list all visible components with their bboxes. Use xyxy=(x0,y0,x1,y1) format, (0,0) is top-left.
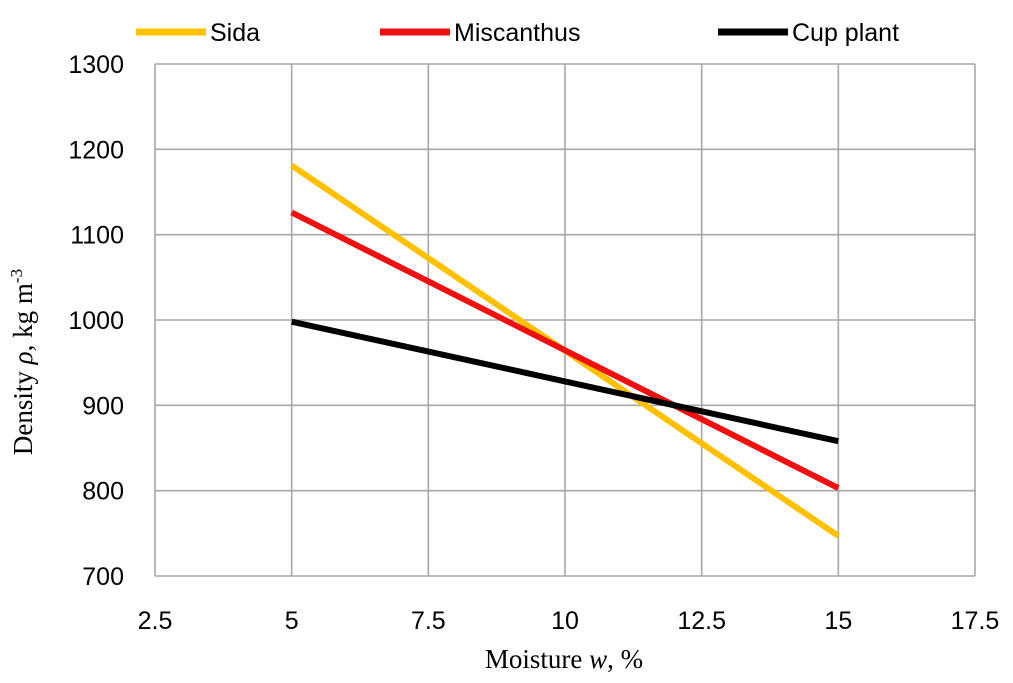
y-tick-labels: 700 800 900 1000 1100 1200 1300 xyxy=(68,51,124,591)
x-tick-label: 10 xyxy=(551,607,579,635)
y-tick-label: 800 xyxy=(82,478,124,506)
x-tick-label: 7.5 xyxy=(411,607,446,635)
x-tick-label: 15 xyxy=(824,607,852,635)
x-tick-label: 5 xyxy=(285,607,299,635)
y-tick-label: 1300 xyxy=(68,51,124,79)
y-axis-title: Density ρ, kg m-3 xyxy=(7,269,38,455)
x-tick-label: 12.5 xyxy=(677,607,726,635)
x-tick-label: 17.5 xyxy=(951,607,1000,635)
series-line-cup-plant xyxy=(291,318,839,445)
x-tick-labels: 2.5 5 7.5 10 12.5 15 17.5 xyxy=(138,607,1000,635)
legend-label-miscanthus: Miscanthus xyxy=(454,19,580,47)
series-lines xyxy=(290,163,840,539)
series-line-miscanthus xyxy=(290,209,840,491)
x-tick-label: 2.5 xyxy=(138,607,173,635)
y-tick-label: 1200 xyxy=(68,136,124,164)
y-tick-label: 1100 xyxy=(70,222,124,250)
y-tick-label: 1000 xyxy=(68,307,124,335)
y-tick-label: 900 xyxy=(82,392,124,420)
legend: Sida Miscanthus Cup plant xyxy=(136,19,899,47)
legend-label-cup-plant: Cup plant xyxy=(792,19,899,47)
y-tick-label: 700 xyxy=(82,563,124,591)
grid xyxy=(154,63,976,577)
x-axis-title: Moisture w, % xyxy=(485,644,643,674)
legend-label-sida: Sida xyxy=(210,19,260,47)
